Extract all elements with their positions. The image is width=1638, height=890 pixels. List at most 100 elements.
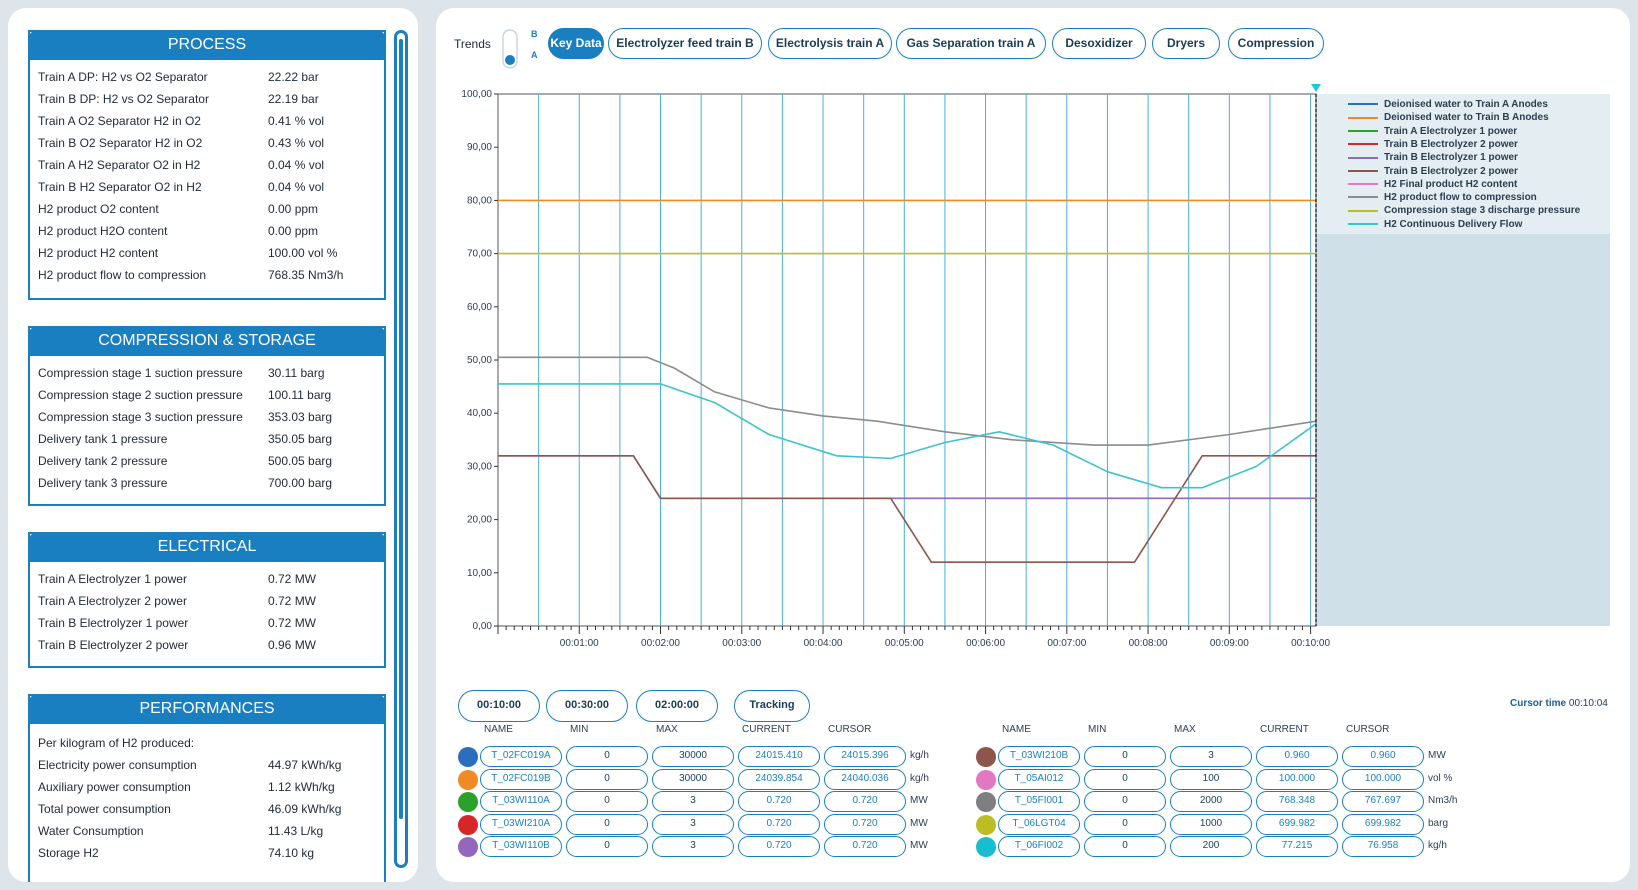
series-color-dot[interactable] bbox=[976, 747, 996, 767]
kpi-label: Train B H2 Separator O2 in H2 bbox=[38, 180, 202, 194]
time-range-button-00-30-00[interactable]: 00:30:00 bbox=[546, 690, 628, 722]
variable-unit: Nm3/h bbox=[1428, 795, 1458, 806]
process-section: PROCESS Train A DP: H2 vs O2 Separator 22… bbox=[28, 30, 386, 300]
kpi-value: 0.72 MW bbox=[268, 594, 317, 608]
trends-toggle[interactable] bbox=[500, 28, 520, 72]
series-line-5 bbox=[498, 455, 1316, 563]
variable-min-field[interactable]: 0 bbox=[566, 791, 648, 812]
variable-max-field[interactable]: 1000 bbox=[1170, 813, 1252, 835]
legend-item: Train B Electrolyzer 1 power bbox=[1348, 151, 1518, 164]
series-color-dot[interactable] bbox=[458, 814, 478, 835]
column-header-cursor: CURSOR bbox=[828, 724, 872, 735]
variable-min-field[interactable]: 0 bbox=[1084, 791, 1166, 812]
legend-label: Train A Electrolyzer 1 power bbox=[1384, 125, 1518, 137]
variable-unit: MW bbox=[910, 795, 928, 806]
variable-min-field[interactable]: 0 bbox=[566, 768, 648, 790]
time-cursor-handle bbox=[1311, 84, 1321, 92]
variable-min-field[interactable]: 0 bbox=[566, 836, 648, 857]
trend-chart[interactable]: 00:01:00 00:02:00 00:03:00 00:04:00 00:05:00… bbox=[454, 76, 1610, 674]
legend-label: H2 Final product H2 content bbox=[1384, 178, 1518, 190]
variable-max-field[interactable]: 3 bbox=[1170, 746, 1252, 767]
series-color-dot[interactable] bbox=[976, 792, 996, 812]
kpi-row: Train A H2 Separator O2 in H2 0.04 % vol bbox=[30, 154, 384, 176]
series-color-dot[interactable] bbox=[458, 837, 478, 857]
kpi-label: H2 product H2O content bbox=[38, 224, 168, 238]
tab-electrolyzer-feed-train-b[interactable]: Electrolyzer feed train B bbox=[608, 28, 762, 59]
variable-max-field[interactable]: 3 bbox=[652, 791, 734, 812]
variable-name-field: T_03WI210A bbox=[480, 813, 562, 835]
kpi-label: Train B DP: H2 vs O2 Separator bbox=[38, 92, 209, 106]
right-panel: Trends B A Key Data Electrolyzer feed tra… bbox=[436, 8, 1630, 882]
tab-dryers[interactable]: Dryers bbox=[1152, 28, 1220, 59]
series-color-dot[interactable] bbox=[458, 792, 478, 812]
kpi-value: 100.00 vol % bbox=[268, 246, 338, 260]
x-tick-label: 00:03:00 bbox=[722, 638, 761, 649]
variable-max-field[interactable]: 200 bbox=[1170, 836, 1252, 857]
kpi-label: Train B O2 Separator H2 in O2 bbox=[38, 136, 203, 150]
series-color-dot[interactable] bbox=[976, 814, 996, 835]
kpi-label: Train B Electrolyzer 2 power bbox=[38, 638, 189, 652]
tab-desoxidizer[interactable]: Desoxidizer bbox=[1052, 28, 1146, 59]
variable-name-field: T_06LGT04 bbox=[998, 813, 1080, 835]
time-range-button-tracking[interactable]: Tracking bbox=[734, 690, 810, 722]
electrical-section: ELECTRICAL Train A Electrolyzer 1 power 0… bbox=[28, 532, 386, 668]
scrollbar-thumb[interactable] bbox=[399, 39, 403, 819]
variable-min-field[interactable]: 0 bbox=[566, 813, 648, 835]
variable-name-field: T_05FI001 bbox=[998, 791, 1080, 812]
y-tick-label: 80,00 bbox=[467, 195, 492, 206]
variable-current-field: 0.960 bbox=[1256, 746, 1338, 767]
time-range-button-00-10-00[interactable]: 00:10:00 bbox=[458, 690, 540, 722]
variable-max-field[interactable]: 100 bbox=[1170, 768, 1252, 790]
kpi-row: Train B DP: H2 vs O2 Separator 22.19 bar bbox=[30, 88, 384, 110]
series-color-dot[interactable] bbox=[976, 837, 996, 857]
variable-unit: barg bbox=[1428, 817, 1449, 829]
series-color-dot[interactable] bbox=[458, 747, 478, 767]
toggle-option-b[interactable]: B bbox=[531, 29, 538, 39]
variable-min-field[interactable]: 0 bbox=[1084, 768, 1166, 790]
kpi-label: Train A DP: H2 vs O2 Separator bbox=[38, 70, 208, 84]
performances-subheading: Per kilogram of H2 produced: bbox=[38, 736, 195, 750]
x-tick-label: 00:09:00 bbox=[1210, 638, 1249, 649]
kpi-value: 100.11 barg bbox=[268, 388, 332, 402]
tab-compression[interactable]: Compression bbox=[1228, 28, 1324, 59]
variable-max-field[interactable]: 3 bbox=[652, 836, 734, 857]
variable-min-field[interactable]: 0 bbox=[1084, 746, 1166, 767]
column-header-min: MIN bbox=[1088, 724, 1107, 735]
series-color-dot[interactable] bbox=[976, 769, 996, 790]
variable-cursor-field: 0.960 bbox=[1342, 746, 1424, 767]
series-color-dot[interactable] bbox=[458, 769, 478, 790]
variable-max-field[interactable]: 30000 bbox=[652, 746, 734, 767]
left-panel-scrollbar[interactable] bbox=[394, 30, 408, 868]
variable-max-field[interactable]: 30000 bbox=[652, 768, 734, 790]
left-panel: PROCESS Train A DP: H2 vs O2 Separator 22… bbox=[8, 8, 418, 882]
variable-max-field[interactable]: 2000 bbox=[1170, 791, 1252, 812]
kpi-row: Train A O2 Separator H2 in O2 0.41 % vol bbox=[30, 110, 384, 132]
cursor-time-value: 00:10:04 bbox=[1568, 698, 1608, 709]
cursor-time-label: Cursor time bbox=[1510, 698, 1567, 709]
time-range-button-02-00-00[interactable]: 02:00:00 bbox=[636, 690, 718, 722]
kpi-row: Water Consumption 11.43 L/kg bbox=[30, 820, 384, 842]
legend-item: Deionised water to Train A Anodes bbox=[1348, 98, 1548, 111]
legend-swatch bbox=[1348, 156, 1378, 159]
tab-gas-separation-train-a[interactable]: Gas Separation train A bbox=[896, 28, 1046, 59]
series-line-7 bbox=[498, 356, 1317, 446]
tab-electrolysis-train-a[interactable]: Electrolysis train A bbox=[768, 28, 892, 59]
variable-max-field[interactable]: 3 bbox=[652, 813, 734, 835]
toggle-option-a[interactable]: A bbox=[531, 50, 538, 60]
variable-current-field: 0.720 bbox=[738, 791, 820, 812]
electrical-title: ELECTRICAL bbox=[28, 532, 386, 562]
kpi-label: H2 product flow to compression bbox=[38, 268, 207, 282]
x-tick-label: 00:01:00 bbox=[560, 638, 599, 649]
variable-unit: MW bbox=[910, 840, 928, 851]
kpi-row: Total power consumption 46.09 kWh/kg bbox=[30, 798, 384, 820]
tab-key-data[interactable]: Key Data bbox=[548, 28, 604, 59]
legend-label: H2 product flow to compression bbox=[1384, 192, 1537, 204]
kpi-value: 0.04 % vol bbox=[268, 158, 325, 172]
y-tick-label: 20,00 bbox=[467, 515, 492, 526]
variable-min-field[interactable]: 0 bbox=[1084, 836, 1166, 857]
kpi-value: 46.09 kWh/kg bbox=[268, 802, 342, 816]
variable-min-field[interactable]: 0 bbox=[1084, 813, 1166, 835]
legend-swatch bbox=[1348, 169, 1378, 172]
kpi-label: Train A Electrolyzer 1 power bbox=[38, 572, 187, 586]
variable-min-field[interactable]: 0 bbox=[566, 746, 648, 767]
